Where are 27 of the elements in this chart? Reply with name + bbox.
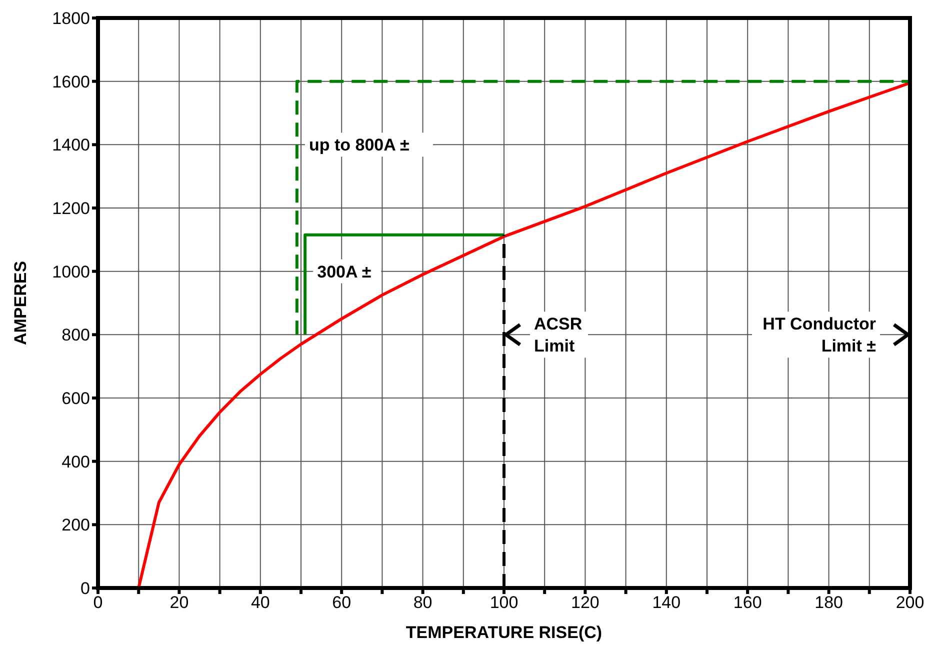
y-tick-label: 200 xyxy=(62,516,90,535)
y-tick-label: 800 xyxy=(62,326,90,345)
x-tick-label: 160 xyxy=(733,593,762,612)
annotation: up to 800A ± xyxy=(309,136,410,155)
y-tick-label: 1800 xyxy=(52,9,90,28)
x-tick-label: 120 xyxy=(571,593,600,612)
annotation: 300A ± xyxy=(317,262,372,282)
y-tick-label: 1600 xyxy=(52,72,90,92)
x-tick-label: 100 xyxy=(490,593,518,612)
y-tick-label: 1000 xyxy=(52,262,90,282)
annotation: ACSR Limit xyxy=(534,314,582,356)
x-tick-label: 40 xyxy=(250,593,270,612)
annotation: HT Conductor Limit ± xyxy=(762,314,876,356)
x-tick-label: 20 xyxy=(170,593,189,612)
y-axis-title: AMPERES xyxy=(11,260,30,346)
x-tick-label: 80 xyxy=(413,593,432,612)
y-tick-label: 1200 xyxy=(52,199,90,218)
x-tick-label: 0 xyxy=(93,593,103,612)
x-tick-label: 140 xyxy=(652,593,681,612)
y-tick-label: 1400 xyxy=(52,136,90,155)
y-tick-label: 0 xyxy=(80,579,90,598)
x-axis-title: TEMPERATURE RISE(C) xyxy=(406,623,602,642)
y-tick-label: 600 xyxy=(62,389,90,408)
y-tick-label: 400 xyxy=(62,452,90,472)
x-tick-label: 60 xyxy=(332,593,352,612)
x-tick-label: 200 xyxy=(896,593,924,612)
x-tick-label: 180 xyxy=(814,593,843,612)
